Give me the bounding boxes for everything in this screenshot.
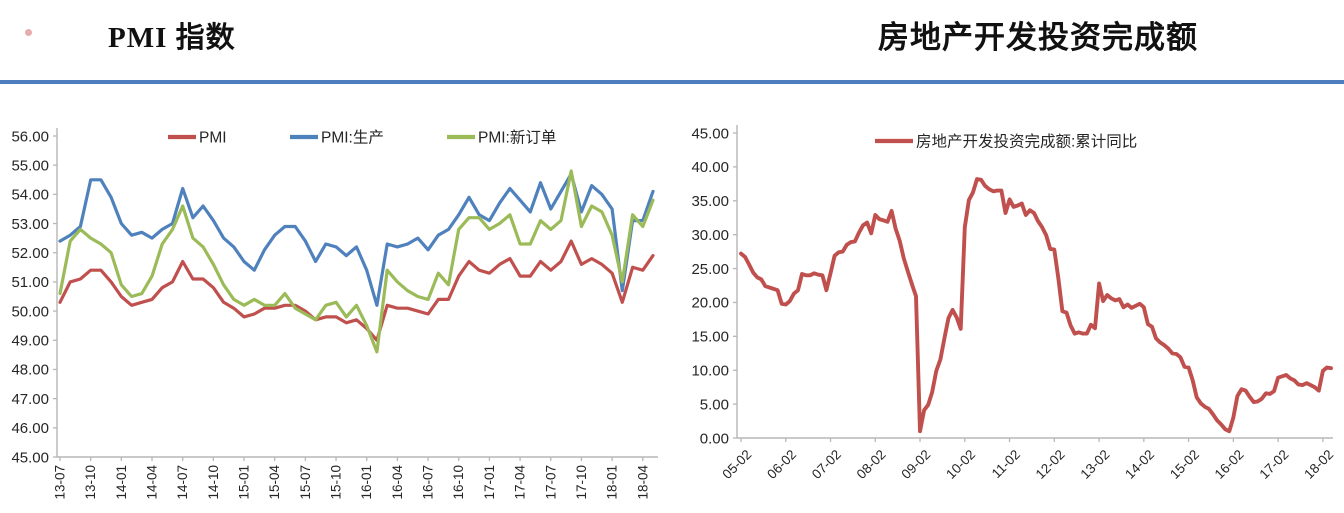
y-axis-tick-label: 54.00	[11, 187, 49, 204]
x-axis-tick-label: 16-10	[451, 465, 466, 500]
x-axis-tick-label: 14-01	[114, 465, 129, 500]
y-axis-tick-label: 56.00	[11, 128, 49, 145]
y-axis-tick-label: 5.00	[700, 396, 729, 413]
x-axis-tick-label: 13-07	[53, 465, 68, 500]
y-axis-tick-label: 10.00	[691, 362, 729, 379]
x-axis-tick-label: 10-02	[943, 447, 978, 482]
x-axis-tick-label: 18-01	[605, 465, 620, 500]
x-axis-tick-label: 08-02	[854, 447, 889, 482]
y-axis-tick-label: 55.00	[11, 157, 49, 174]
left-chart-title: PMI 指数	[108, 22, 236, 54]
series-line-1	[58, 172, 655, 307]
x-axis-tick-label: 16-04	[390, 465, 405, 500]
pmi-chart-container: 45.00 46.00 47.00 48.00 49.00 50.00 51.00 52.00…	[0, 100, 672, 513]
y-axis-tick-label: 20.00	[691, 295, 729, 312]
section-divider	[0, 80, 1344, 84]
series-line-0	[739, 177, 1333, 434]
x-axis-tick-label: 14-07	[175, 465, 190, 500]
y-axis-tick-label: 47.00	[11, 391, 49, 408]
real-estate-investment-chart-container: 0.00 5.00 10.00 15.00 20.00 25.00 30.00 35.00 40…	[672, 100, 1344, 513]
x-axis-tick-label: 14-02	[1122, 447, 1157, 482]
x-axis-tick-label: 06-02	[764, 447, 799, 482]
x-axis-tick-label: 17-01	[482, 465, 497, 500]
x-axis-tick-label: 15-04	[267, 465, 282, 500]
x-axis-tick-label: 15-07	[298, 465, 313, 500]
x-axis-tick-label: 13-02	[1077, 447, 1112, 482]
legend-label-2: PMI:新订单	[478, 128, 556, 146]
y-axis-tick-label: 52.00	[11, 245, 49, 262]
red-bullet-icon	[25, 29, 32, 36]
series-line-0	[58, 239, 655, 342]
real-estate-investment-chart: 0.00 5.00 10.00 15.00 20.00 25.00 30.00 35.00 40…	[691, 125, 1336, 482]
x-axis-tick-label: 18-02	[1301, 447, 1336, 482]
x-axis-tick-label: 17-07	[543, 465, 558, 500]
y-axis-tick-label: 30.00	[691, 227, 729, 244]
y-axis-tick-label: 0.00	[700, 430, 729, 447]
x-axis-tick-label: 15-02	[1167, 447, 1202, 482]
y-axis-tick-label: 50.00	[11, 303, 49, 320]
x-axis-tick-label: 07-02	[809, 447, 844, 482]
legend-label-1: PMI:生产	[321, 128, 384, 146]
x-axis-tick-label: 14-04	[145, 465, 160, 500]
legend-label-0: PMI	[199, 129, 227, 146]
y-axis-tick-label: 45.00	[691, 125, 729, 142]
legend-label-0: 房地产开发投资完成额:累计同比	[916, 132, 1137, 150]
x-axis-tick-label: 09-02	[898, 447, 933, 482]
x-axis-tick-label: 15-01	[237, 465, 252, 500]
series-line-2	[58, 169, 655, 354]
y-axis-tick-label: 25.00	[691, 261, 729, 278]
y-axis-tick-label: 46.00	[11, 420, 49, 437]
y-axis-tick-label: 51.00	[11, 274, 49, 291]
x-axis-tick-label: 16-01	[359, 465, 374, 500]
x-axis-tick-label: 14-10	[206, 465, 221, 500]
x-axis-tick-label: 16-02	[1212, 447, 1247, 482]
y-axis-tick-label: 48.00	[11, 362, 49, 379]
x-axis-tick-label: 12-02	[1033, 447, 1068, 482]
right-chart-title: 房地产开发投资完成额	[878, 20, 1198, 55]
x-axis-tick-label: 15-10	[329, 465, 344, 500]
x-axis-tick-label: 05-02	[719, 447, 754, 482]
y-axis-tick-label: 49.00	[11, 333, 49, 350]
y-axis-tick-label: 15.00	[691, 329, 729, 346]
x-axis-tick-label: 17-10	[574, 465, 589, 500]
x-axis-tick-label: 11-02	[989, 447, 1023, 481]
pmi-chart: 45.00 46.00 47.00 48.00 49.00 50.00 51.00 52.00…	[11, 128, 658, 500]
x-axis-tick-label: 16-07	[421, 465, 436, 500]
x-axis-tick-label: 18-04	[635, 465, 650, 500]
y-axis-tick-label: 45.00	[11, 449, 49, 466]
x-axis-tick-label: 17-04	[513, 465, 528, 500]
x-axis-tick-label: 13-10	[83, 465, 98, 500]
y-axis-tick-label: 40.00	[691, 159, 729, 176]
y-axis-tick-label: 35.00	[691, 193, 729, 210]
y-axis-tick-label: 53.00	[11, 216, 49, 233]
x-axis-tick-label: 17-02	[1256, 447, 1291, 482]
